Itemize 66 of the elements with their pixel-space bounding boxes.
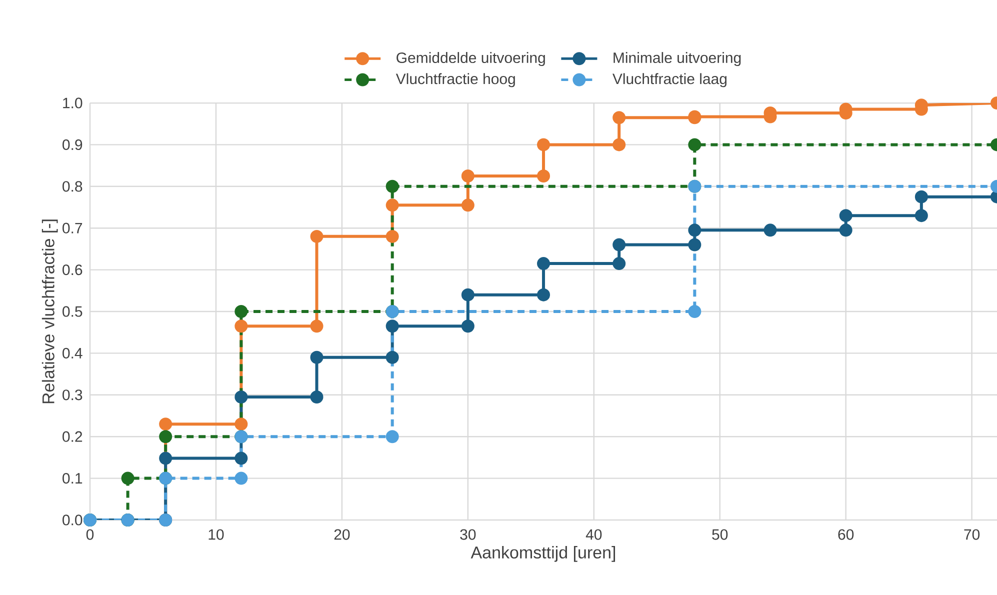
point [310,350,324,364]
legend-label: Gemiddelde uitvoering [396,52,545,66]
point [386,350,399,364]
point [386,320,399,333]
x-tick-label: 40 [586,529,602,540]
point [386,230,399,243]
point [234,418,248,431]
point [386,198,399,212]
point [461,198,474,212]
y-tick-label: 0.8 [62,181,82,192]
point [310,390,324,404]
point [839,209,852,222]
y-tick-label: 0.0 [62,514,82,526]
y-tick-label: 0.3 [62,390,82,400]
y-tick-label: 0.2 [62,431,82,442]
y-tick-label: 0.6 [62,264,82,276]
y-axis-title: Relatieve vluchtfractie [-] [42,220,58,404]
y-tick-label: 0.1 [62,472,82,484]
point [914,190,928,204]
point [234,305,248,318]
legend-label: Vluchtfractie laag [612,73,726,88]
point [612,257,626,270]
point [386,430,399,444]
x-tick-label: 0 [86,529,94,540]
point [688,305,702,318]
y-tick-label: 1.0 [63,98,82,108]
point [461,320,474,333]
point [537,138,550,152]
point [461,169,474,182]
point [688,224,702,237]
point [914,209,928,222]
point [612,111,626,124]
point [688,138,702,152]
point [537,257,550,270]
point [234,452,248,465]
point [612,138,626,152]
point [537,169,550,182]
point [159,418,172,431]
point [310,320,324,333]
point [839,224,852,237]
point [612,238,626,252]
x-tick-label: 10 [208,529,224,540]
point [688,238,702,252]
point [159,430,172,444]
point [386,180,399,193]
point [310,230,324,243]
legend-label: Vluchtfractie hoog [396,73,515,88]
point [234,320,248,333]
x-tick-label: 70 [964,529,980,540]
x-tick-label: 20 [334,529,350,540]
y-tick-label: 0.7 [62,222,82,234]
y-tick-label: 0.5 [62,306,82,317]
y-tick-label: 0.9 [62,139,82,150]
point [461,288,474,302]
point [159,452,172,465]
x-tick-label: 30 [460,529,476,540]
y-tick-label: 0.4 [62,348,82,359]
point [234,472,248,485]
legend-label: Minimale uitvoering [614,52,741,66]
point [764,224,777,237]
point [234,390,248,404]
point [121,472,134,485]
x-tick-label: 60 [838,529,854,540]
x-axis-title: Aankomsttijd [uren] [470,546,616,562]
point [537,288,550,302]
x-tick-label: 50 [712,529,728,540]
